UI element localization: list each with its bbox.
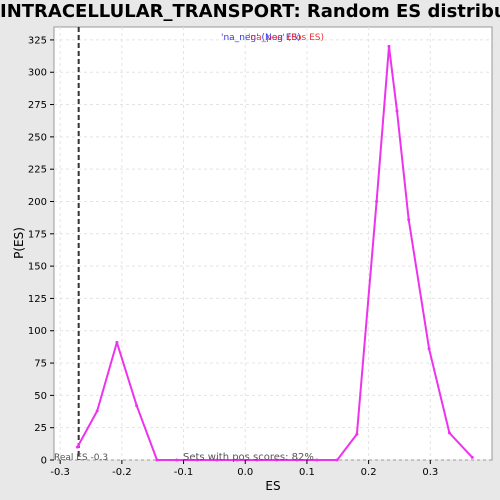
data-point <box>95 409 99 413</box>
x-tick-label: -0.1 <box>174 467 194 478</box>
data-point <box>195 458 199 462</box>
y-tick-label: 200 <box>28 197 47 208</box>
y-tick-label: 275 <box>28 100 47 111</box>
data-point <box>395 109 399 113</box>
y-tick-label: 175 <box>28 229 47 240</box>
real-es-label: Real ES -0.3 <box>54 453 108 463</box>
y-tick-label: 125 <box>28 294 47 305</box>
data-point <box>447 431 451 435</box>
legend-neg: 'na_neg' (Neg ES) <box>221 33 301 43</box>
y-axis: 0 25 50 75 100 125 150 175 200 225 250 275 300 325 <box>28 35 54 467</box>
data-point <box>135 404 139 408</box>
x-tick-label: -0.2 <box>112 467 132 478</box>
y-tick-label: 250 <box>28 132 47 143</box>
data-point <box>315 458 319 462</box>
data-point <box>387 44 391 48</box>
data-point <box>407 218 411 222</box>
y-tick-label: 50 <box>34 391 47 402</box>
y-tick-label: 300 <box>28 68 47 79</box>
data-point <box>295 458 299 462</box>
y-tick-label: 100 <box>28 326 47 337</box>
data-point <box>275 458 279 462</box>
data-point <box>75 445 79 449</box>
y-axis-label: P(ES) <box>12 227 26 259</box>
y-tick-label: 150 <box>28 262 47 273</box>
y-tick-label: 0 <box>41 456 47 467</box>
x-tick-label: 0.0 <box>237 467 253 478</box>
x-axis: -0.3 -0.2 -0.1 0.0 0.1 0.2 0.3 <box>50 460 438 478</box>
chart-title: INTRACELLULAR_TRANSPORT: Random ES distr… <box>0 1 500 22</box>
pos-scores-label: Sets with pos scores: 82% <box>183 452 314 463</box>
y-tick-label: 25 <box>34 423 47 434</box>
series-line <box>76 45 474 461</box>
y-tick-label: 225 <box>28 165 47 176</box>
x-tick-label: 0.1 <box>299 467 315 478</box>
data-point <box>375 199 379 203</box>
x-tick-label: 0.3 <box>422 467 438 478</box>
data-point <box>175 458 179 462</box>
plot-area <box>53 26 493 461</box>
y-tick-label: 75 <box>34 359 47 370</box>
data-point <box>235 458 239 462</box>
data-point <box>427 347 431 351</box>
x-tick-label: 0.2 <box>361 467 377 478</box>
data-point <box>470 455 474 459</box>
data-point <box>115 340 119 344</box>
data-point <box>155 458 159 462</box>
series-layer <box>75 44 474 462</box>
x-axis-label: ES <box>265 479 280 493</box>
data-point <box>335 458 339 462</box>
x-tick-label: -0.3 <box>50 467 70 478</box>
legend-pos: 'na_pos' (Pos ES) <box>248 33 324 43</box>
data-point <box>355 432 359 436</box>
data-point <box>255 458 259 462</box>
y-tick-label: 325 <box>28 35 47 46</box>
data-point <box>215 458 219 462</box>
